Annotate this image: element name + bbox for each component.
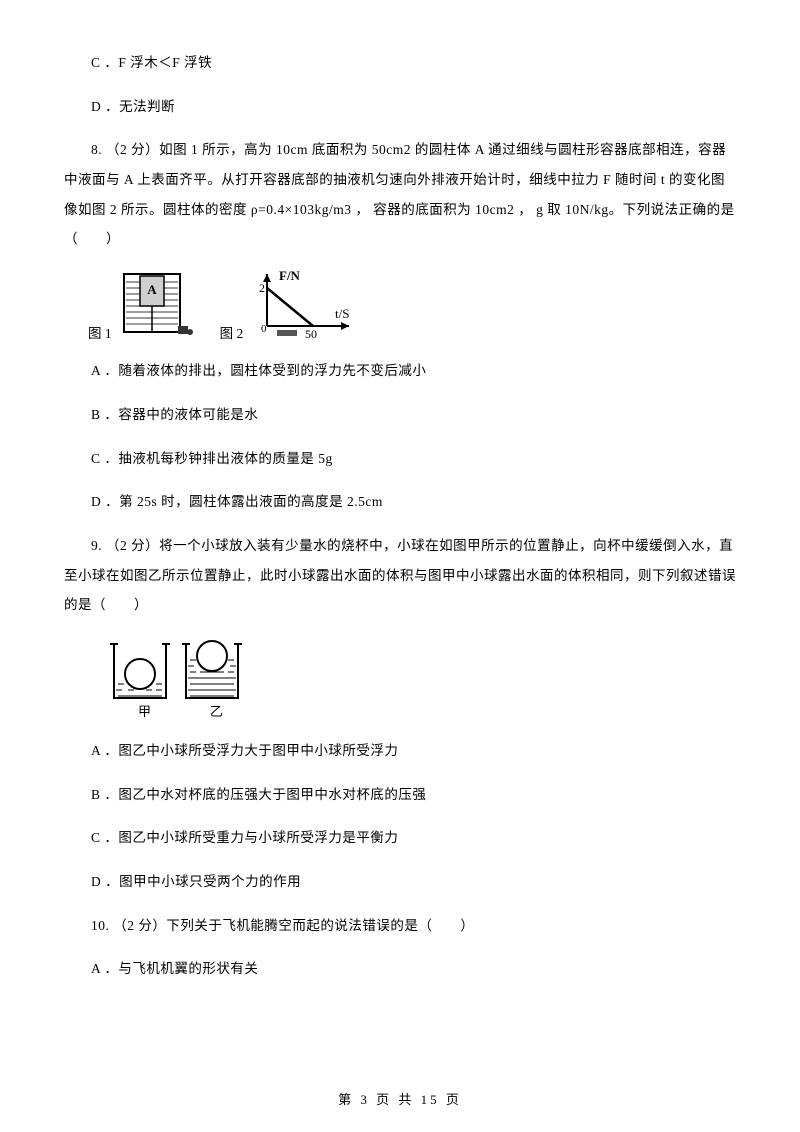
q10-option-a: A ．与飞机机翼的形状有关 [64,954,736,984]
q9-label-right: 乙 [210,704,223,719]
q8-figure-1: A [118,270,196,342]
q9-beaker-right: 乙 [182,641,242,719]
q8-stem: 8. （2 分）如图 1 所示，高为 10cm 底面积为 50cm2 的圆柱体 … [64,135,736,254]
q9-option-c: C ．图乙中小球所受重力与小球所受浮力是平衡力 [64,823,736,853]
q8-fig1-label: 图 1 [88,322,112,342]
q10-stem: 10. （2 分）下列关于飞机能腾空而起的说法错误的是（ ） [64,911,736,941]
q9-beaker-left: 甲 [110,644,170,719]
q9-figure: 甲 乙 [104,634,736,722]
q8-option-b: B ．容器中的液体可能是水 [64,400,736,430]
svg-text:0: 0 [261,323,267,335]
q7-option-d: D ．无法判断 [64,92,736,122]
q8-figure-row: 图 1 A 图 2 [88,268,736,342]
q8-fig2-ylabel: F/N [279,268,301,283]
page-footer: 第 3 页 共 15 页 [0,1089,800,1108]
q9-label-left: 甲 [138,704,151,719]
q7-option-c: C ．F 浮木＜F 浮铁 [64,48,736,78]
q9-stem: 9. （2 分）将一个小球放入装有少量水的烧杯中，小球在如图甲所示的位置静止，向… [64,531,736,620]
q8-fig2-xlabel: t/S [335,306,349,321]
q8-fig2-ytick: 2 [259,281,265,295]
q9-option-b: B ．图乙中水对杯底的压强大于图甲中水对杯底的压强 [64,780,736,810]
q8-option-c: C ．抽液机每秒钟排出液体的质量是 5g [64,444,736,474]
q9-option-d: D ．图甲中小球只受两个力的作用 [64,867,736,897]
q8-figure-2: 2 50 0 F/N t/S [249,268,359,342]
q8-fig2-xtick: 50 [305,327,317,341]
q8-option-a: A ．随着液体的排出，圆柱体受到的浮力先不变后减小 [64,356,736,386]
q8-fig1-block-label: A [147,282,157,297]
q9-option-a: A ．图乙中小球所受浮力大于图甲中小球所受浮力 [64,736,736,766]
q8-option-d: D ．第 25s 时，圆柱体露出液面的高度是 2.5cm [64,487,736,517]
q8-fig2-label: 图 2 [220,322,244,342]
